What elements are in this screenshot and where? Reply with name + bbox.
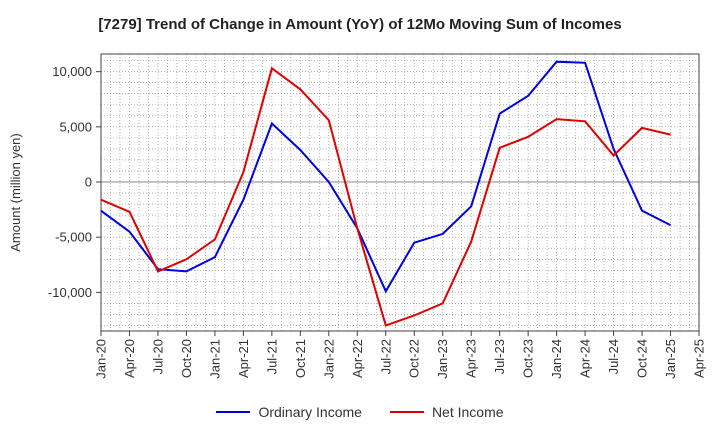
x-tick-label: Jul-22 xyxy=(378,339,393,374)
x-tick-label: Jul-20 xyxy=(150,339,165,374)
x-tick-label: Jan-22 xyxy=(321,339,336,379)
x-tick-label: Apr-25 xyxy=(692,339,707,378)
x-tick-label: Jan-25 xyxy=(663,339,678,379)
legend-swatch-ordinary-income xyxy=(216,411,251,413)
x-tick-label: Jan-20 xyxy=(94,339,109,379)
x-tick-label: Jul-23 xyxy=(492,339,507,374)
x-tick-label: Oct-21 xyxy=(293,339,308,378)
series-line-net-income xyxy=(100,66,671,327)
legend: Ordinary Income Net Income xyxy=(0,404,720,420)
x-tick-label: Apr-22 xyxy=(350,339,365,378)
x-tick-label: Apr-21 xyxy=(236,339,251,378)
x-tick-label: Apr-24 xyxy=(578,339,593,378)
legend-item-net-income: Net Income xyxy=(389,404,504,420)
legend-label-ordinary-income: Ordinary Income xyxy=(258,404,362,420)
legend-swatch-net-income xyxy=(389,411,424,413)
y-tick-label: 5,000 xyxy=(59,119,92,134)
chart-title: [7279] Trend of Change in Amount (YoY) o… xyxy=(98,16,622,33)
x-tick-label: Oct-23 xyxy=(521,339,536,378)
plot-area xyxy=(101,54,699,331)
x-tick-label: Apr-23 xyxy=(464,339,479,378)
x-tick-label: Jan-21 xyxy=(207,339,222,379)
x-tick-label: Apr-20 xyxy=(122,339,137,378)
legend-label-net-income: Net Income xyxy=(431,404,504,420)
y-tick-label: 10,000 xyxy=(52,64,92,79)
x-tick-label: Jan-24 xyxy=(549,339,564,379)
y-tick-label: -10,000 xyxy=(48,285,92,300)
y-tick-label: -5,000 xyxy=(55,230,92,245)
x-tick-label: Jan-23 xyxy=(435,339,450,379)
x-tick-label: Jul-24 xyxy=(606,339,621,374)
x-tick-label: Oct-24 xyxy=(635,339,650,378)
y-axis-label: Amount (million yen) xyxy=(8,133,23,252)
plot-border xyxy=(100,53,700,332)
x-tick-label: Jul-21 xyxy=(264,339,279,374)
y-tick-label: 0 xyxy=(85,175,92,190)
series-line-ordinary-income xyxy=(100,60,671,294)
x-tick-label: Oct-20 xyxy=(179,339,194,378)
x-tick-label: Oct-22 xyxy=(407,339,422,378)
legend-item-ordinary-income: Ordinary Income xyxy=(216,404,362,420)
